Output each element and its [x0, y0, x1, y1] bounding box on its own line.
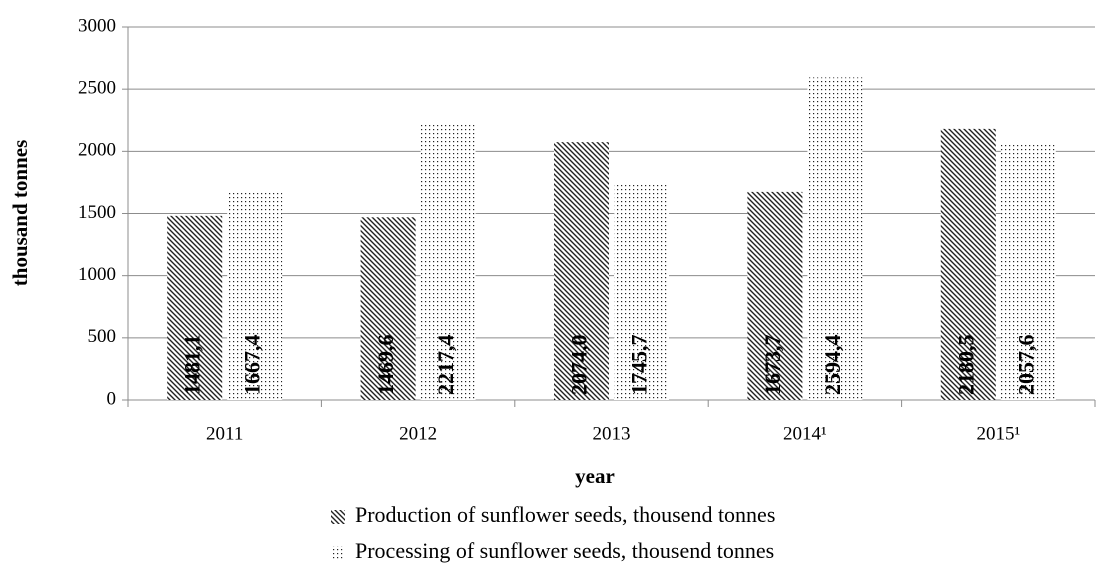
legend-swatch	[331, 510, 345, 524]
bar	[420, 124, 476, 400]
value-label: 2074,0	[567, 335, 592, 396]
bar	[614, 182, 669, 400]
y-tick-label: 1500	[78, 202, 116, 223]
value-label: 1481,1	[180, 335, 205, 396]
bar	[360, 217, 416, 400]
legend-label: Processing of sunflower seeds, thousend …	[355, 538, 774, 563]
value-label: 2217,4	[433, 335, 458, 396]
value-label: 2594,4	[820, 335, 845, 396]
value-label: 1667,4	[240, 335, 265, 396]
x-tick-label: 2015¹	[976, 423, 1020, 444]
bar	[940, 128, 996, 400]
bar	[227, 192, 283, 400]
value-label: 1673,7	[760, 335, 785, 396]
y-tick-label: 0	[107, 388, 117, 409]
bar	[1000, 144, 1056, 400]
value-label: 2057,6	[1013, 335, 1038, 396]
x-tick-label: 2012	[399, 423, 437, 444]
value-label: 1469,6	[373, 335, 398, 396]
value-label: 1745,7	[627, 335, 652, 396]
x-axis-label: year	[575, 464, 615, 488]
bar	[167, 215, 223, 400]
value-label: 2180,5	[953, 335, 978, 396]
bar	[747, 191, 803, 400]
x-tick-label: 2013	[593, 423, 631, 444]
x-tick-label: 2014¹	[783, 423, 827, 444]
y-tick-label: 3000	[78, 15, 116, 36]
y-tick-label: 1000	[78, 264, 116, 285]
x-tick-label: 2011	[206, 423, 243, 444]
y-tick-label: 2500	[78, 78, 116, 99]
bar	[554, 142, 609, 400]
y-tick-label: 2000	[78, 140, 116, 161]
bar	[807, 77, 863, 401]
y-axis-label: thousand tonnes	[8, 140, 32, 286]
y-tick-label: 500	[88, 326, 117, 347]
legend-label: Production of sunflower seeds, thousend …	[355, 502, 775, 527]
legend-swatch	[331, 546, 345, 560]
